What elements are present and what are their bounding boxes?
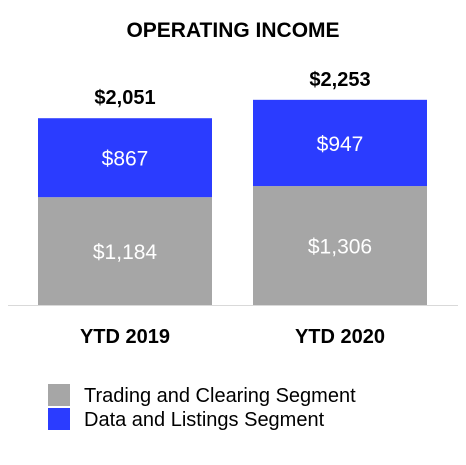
legend-swatch-data-listings bbox=[48, 408, 70, 430]
labels-layer: $1,184 $867 $2,051 YTD 2019 $1,306 $947 $2,253… bbox=[80, 69, 385, 348]
bar-segment-data-listings-1 bbox=[38, 118, 212, 198]
total-value-label: $2,051 bbox=[94, 87, 155, 109]
bars-layer bbox=[38, 99, 427, 305]
segment-value-label: $947 bbox=[317, 133, 364, 156]
category-label: YTD 2020 bbox=[295, 326, 385, 348]
bar-segment-data-listings-2 bbox=[253, 99, 427, 187]
bar-segment-trading-clearing-1 bbox=[38, 197, 212, 305]
legend-label-trading-clearing: Trading and Clearing Segment bbox=[84, 385, 356, 407]
category-label: YTD 2019 bbox=[80, 326, 170, 348]
bar-segment-trading-clearing-2 bbox=[253, 186, 427, 305]
segment-value-label: $1,306 bbox=[308, 236, 372, 259]
total-value-label: $2,253 bbox=[309, 69, 370, 91]
legend-swatch-trading-clearing bbox=[48, 384, 70, 406]
segment-value-label: $1,184 bbox=[93, 241, 158, 264]
segment-value-label: $867 bbox=[102, 148, 149, 171]
chart-title: OPERATING INCOME bbox=[126, 19, 339, 42]
legend-label-data-listings: Data and Listings Segment bbox=[84, 409, 325, 431]
